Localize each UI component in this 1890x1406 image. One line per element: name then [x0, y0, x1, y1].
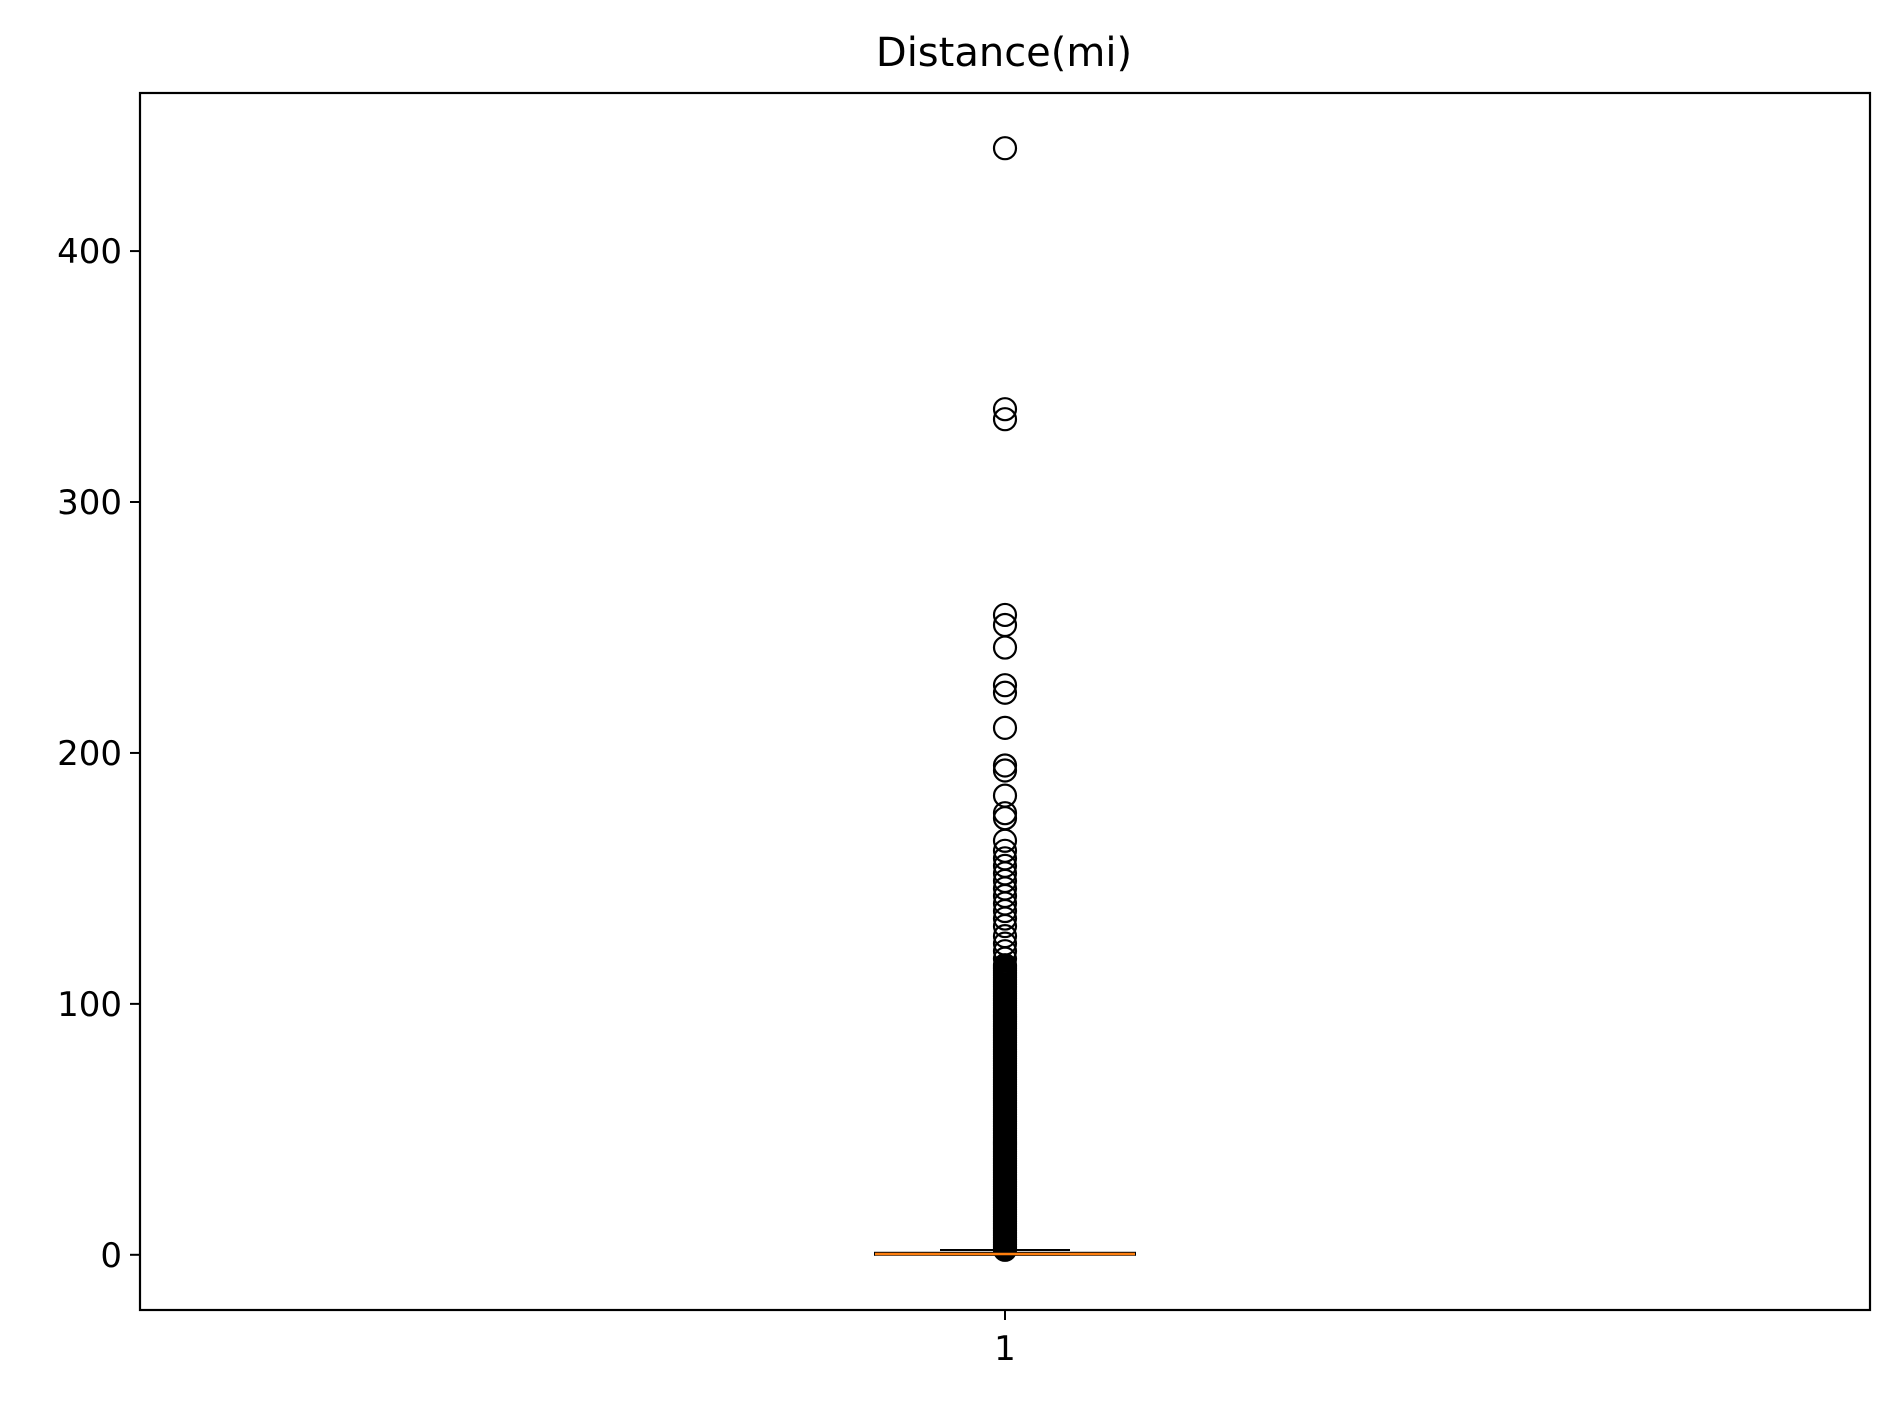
- outlier-point: [992, 898, 1018, 924]
- y-tick-label: 0: [100, 1236, 122, 1276]
- outlier-point: [992, 806, 1018, 831]
- outlier-point: [992, 673, 1018, 698]
- outlier-point: [992, 939, 1018, 964]
- plot-area: [874, 136, 1136, 1262]
- outlier-point: [992, 931, 1018, 956]
- outlier-point: [992, 635, 1018, 660]
- outlier-point: [992, 828, 1018, 853]
- outlier-point: [992, 946, 1018, 971]
- y-tick-label: 100: [57, 985, 122, 1025]
- y-tick-label: 400: [57, 232, 122, 272]
- y-tick-label: 200: [57, 734, 122, 774]
- axes-frame: [138, 91, 1872, 1312]
- x-tick-label: 1: [994, 1329, 1016, 1369]
- y-tick-label: 300: [57, 483, 122, 523]
- y-axis: 0 100 200 300 400: [57, 232, 140, 1276]
- chart-title: Distance(mi): [876, 30, 1132, 76]
- outlier-point: [992, 783, 1018, 808]
- outlier-point: [992, 801, 1018, 826]
- outlier-point: [992, 136, 1018, 161]
- outlier-point: [992, 397, 1018, 422]
- outlier-point: [992, 680, 1018, 705]
- outlier-point: [992, 602, 1018, 628]
- outlier-point: [992, 913, 1018, 939]
- x-axis: 1: [994, 1310, 1016, 1369]
- outlier-point: [992, 407, 1018, 432]
- outlier-point: [992, 906, 1018, 931]
- outlier-point: [992, 758, 1018, 783]
- outlier-point: [992, 715, 1018, 740]
- outlier-point: [992, 753, 1018, 778]
